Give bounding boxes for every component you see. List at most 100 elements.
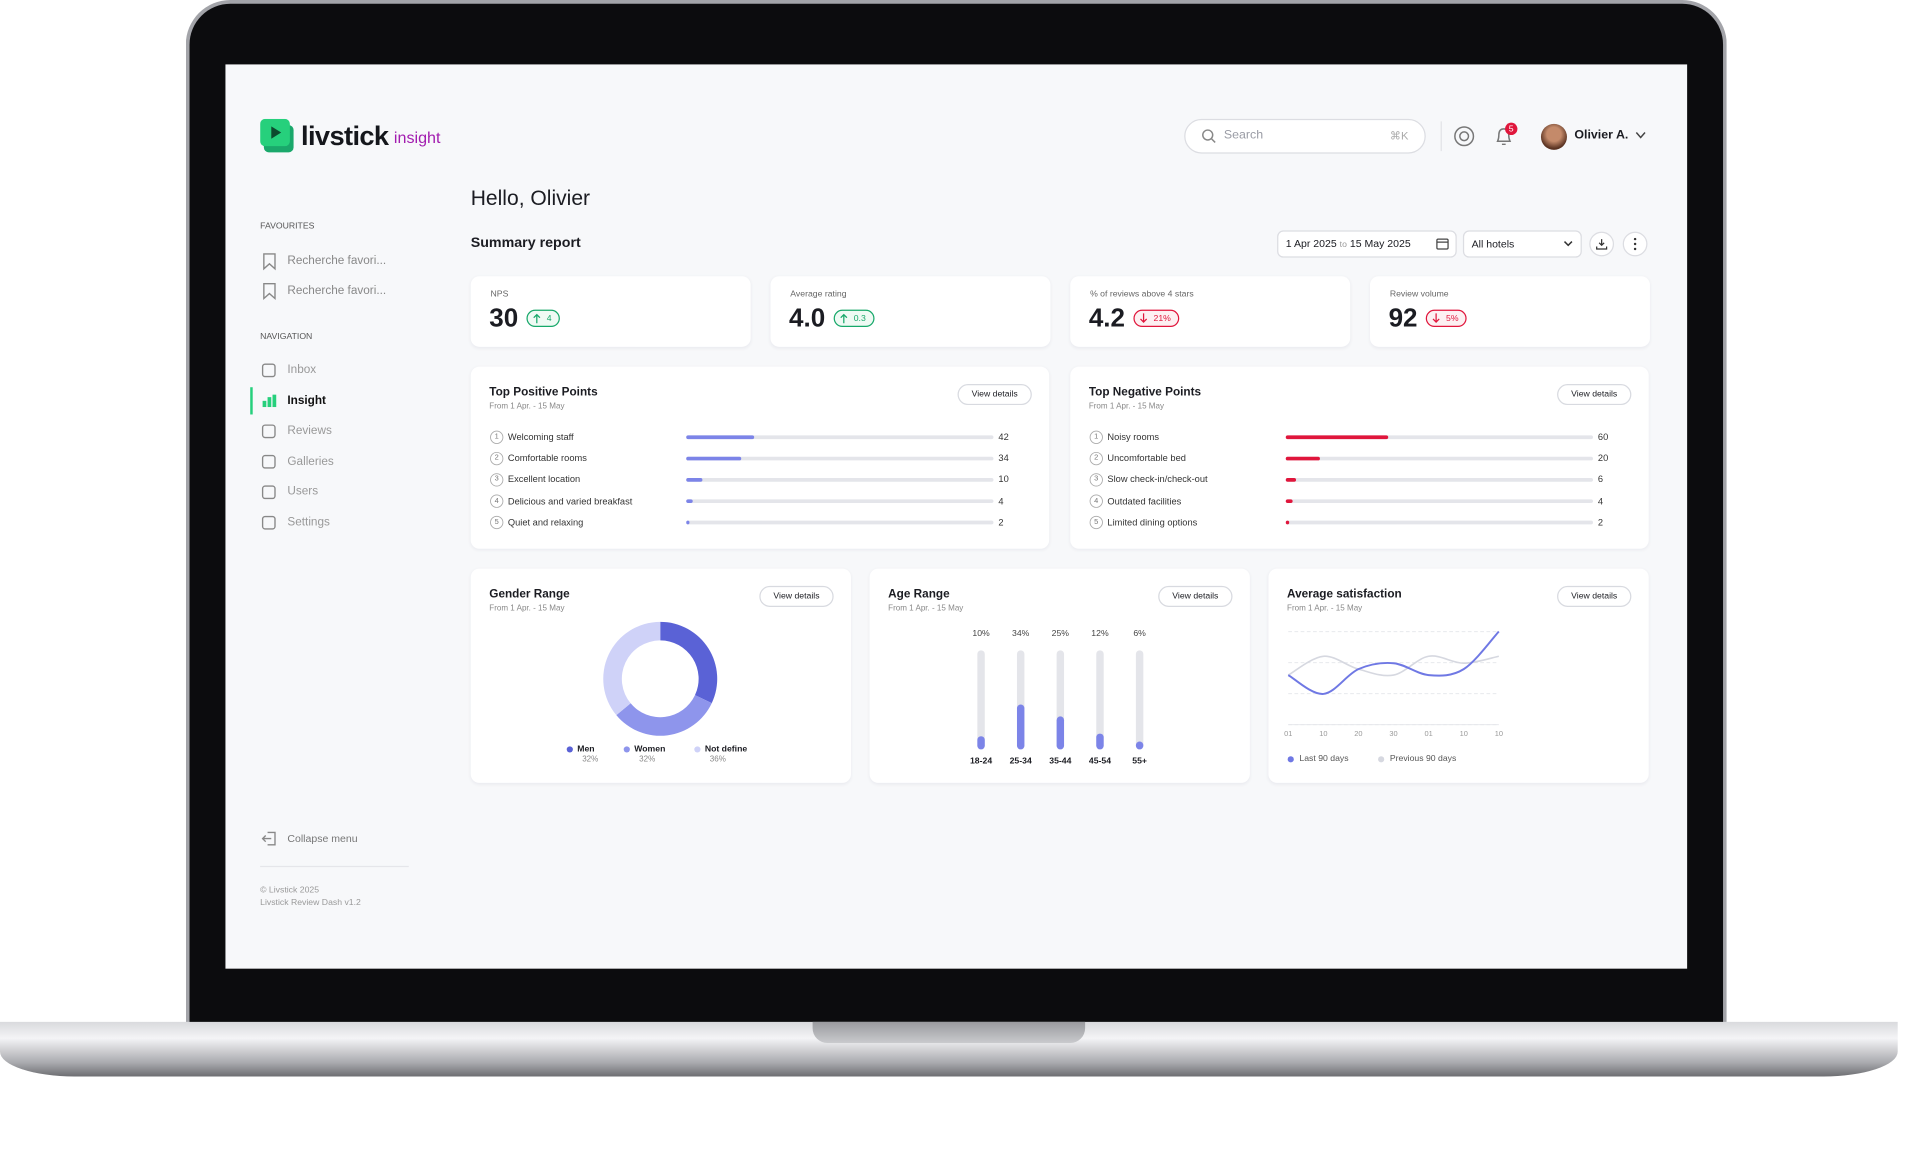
nav-item[interactable]: Insight [287, 393, 326, 408]
change-arrow [533, 313, 541, 324]
point-value: 42 [998, 431, 1009, 443]
section-title: NAVIGATION [260, 332, 313, 342]
date-range-text: 1 Apr 2025 to 15 May 2025 [1286, 238, 1411, 249]
card-title: Top Positive Points [489, 385, 598, 400]
rank: 5 [1094, 518, 1099, 527]
brand-product: insight [393, 128, 441, 147]
rank: 3 [1094, 476, 1099, 484]
date-to: 15 May 2025 [1349, 237, 1411, 250]
x-tick-label: 20 [1354, 730, 1363, 739]
favourite-item[interactable]: Recherche favori... [287, 283, 387, 298]
x-tick-label: 18-24 [969, 757, 993, 767]
donut-slice [616, 695, 712, 736]
point-value: 2 [1597, 516, 1604, 528]
nav-item[interactable]: Galleries [287, 454, 334, 469]
legend-label: Women [634, 745, 666, 754]
bar-value-label: 25% [1051, 629, 1070, 639]
kpi-label: Review volume [1389, 290, 1449, 300]
bar-track [1135, 650, 1144, 750]
view-details-button[interactable]: View details [1158, 585, 1233, 607]
chevron[interactable] [1635, 131, 1646, 140]
point-value: 10 [998, 473, 1009, 486]
rank-circle [1089, 430, 1103, 444]
hotel-select[interactable] [1462, 230, 1582, 258]
user-name[interactable]: Olivier A. [1574, 128, 1629, 143]
nav-item[interactable]: Inbox [287, 363, 317, 377]
nav-icon [261, 485, 276, 500]
point-label: Outdated facilities [1107, 495, 1182, 507]
nav-icon [261, 424, 276, 439]
point-label: Excellent location [507, 473, 581, 486]
change-arrow [840, 313, 848, 324]
nav-icon [267, 397, 272, 408]
rank: 4 [494, 497, 499, 505]
date-from: 1 Apr 2025 [1285, 237, 1337, 250]
brand-name: livstick [301, 120, 389, 152]
x-tick-label: 10 [1319, 730, 1328, 739]
card-subtitle: From 1 Apr. - 15 May [489, 604, 565, 613]
hotel-filter: All hotels [1471, 237, 1515, 250]
card-subtitle: From 1 Apr. - 15 May [888, 604, 964, 613]
download-icon [1596, 239, 1608, 250]
more-icon [1633, 237, 1637, 251]
nav-item[interactable]: Users [287, 485, 319, 499]
search-icon [1202, 129, 1216, 143]
kpi-value: 4.0 [789, 304, 826, 333]
bar [1285, 435, 1389, 440]
nav-item[interactable]: Reviews [287, 424, 332, 438]
rank-circle [490, 515, 504, 530]
point-value: 2 [998, 516, 1004, 528]
card-title: Top Negative Points [1088, 385, 1202, 400]
view-details-button[interactable]: View details [759, 585, 834, 607]
line-series [1287, 630, 1500, 695]
footer-text: Livstick Review Dash v1.2 [260, 898, 361, 908]
bar [1016, 704, 1025, 750]
kpi-card [1370, 276, 1650, 347]
card-title: Average satisfaction [1287, 587, 1402, 602]
bar-track [1285, 520, 1593, 525]
collapse-icon [261, 831, 276, 846]
rank-circle [490, 494, 504, 508]
x-tick-label: 25-34 [1009, 757, 1032, 767]
legend-swatch [566, 746, 573, 753]
rank: 4 [1094, 497, 1099, 505]
rank-circle [1089, 494, 1103, 508]
line-series [1287, 655, 1500, 677]
bar-track [686, 499, 994, 504]
nav-item[interactable]: Settings [287, 515, 330, 530]
date-range[interactable] [1277, 230, 1457, 258]
help-icon[interactable] [1453, 125, 1475, 147]
collapse-menu[interactable]: Collapse menu [287, 832, 358, 845]
bar [686, 520, 690, 525]
point-label: Quiet and relaxing [507, 516, 584, 528]
search-box[interactable] [1184, 118, 1426, 154]
point-value: 4 [1597, 495, 1604, 507]
view-details-button[interactable]: View details [1557, 384, 1632, 406]
view-details-button[interactable]: View details [1557, 585, 1632, 607]
x-tick-label: 45-54 [1088, 757, 1112, 767]
x-tick-label: 01 [1424, 730, 1433, 739]
date-joiner: to [1339, 240, 1347, 250]
point-label: Uncomfortable bed [1107, 452, 1186, 464]
bar-track [1285, 499, 1593, 504]
favourite-item[interactable]: Recherche favori... [287, 254, 387, 268]
bookmark-icon [263, 282, 276, 301]
point-value: 20 [1597, 452, 1609, 464]
bar [1285, 478, 1297, 482]
nav-icon [261, 363, 276, 378]
avatar[interactable] [1540, 123, 1567, 150]
card-subtitle: From 1 Apr. - 15 May [489, 402, 565, 411]
rank: 5 [494, 518, 499, 527]
kpi-label: NPS [490, 290, 509, 300]
search-shortcut: ⌘K [1389, 129, 1409, 142]
kpi-card [770, 276, 1051, 347]
notification-badge: 5 [1505, 122, 1518, 136]
view-details-button[interactable]: View details [957, 384, 1032, 406]
bell-icon[interactable] [1493, 125, 1515, 147]
bar [1135, 741, 1144, 750]
legend-swatch [623, 746, 630, 753]
bar [977, 736, 985, 750]
footer-text: © Livstick 2025 [260, 886, 320, 895]
card-subtitle: From 1 Apr. - 15 May [1287, 604, 1363, 613]
